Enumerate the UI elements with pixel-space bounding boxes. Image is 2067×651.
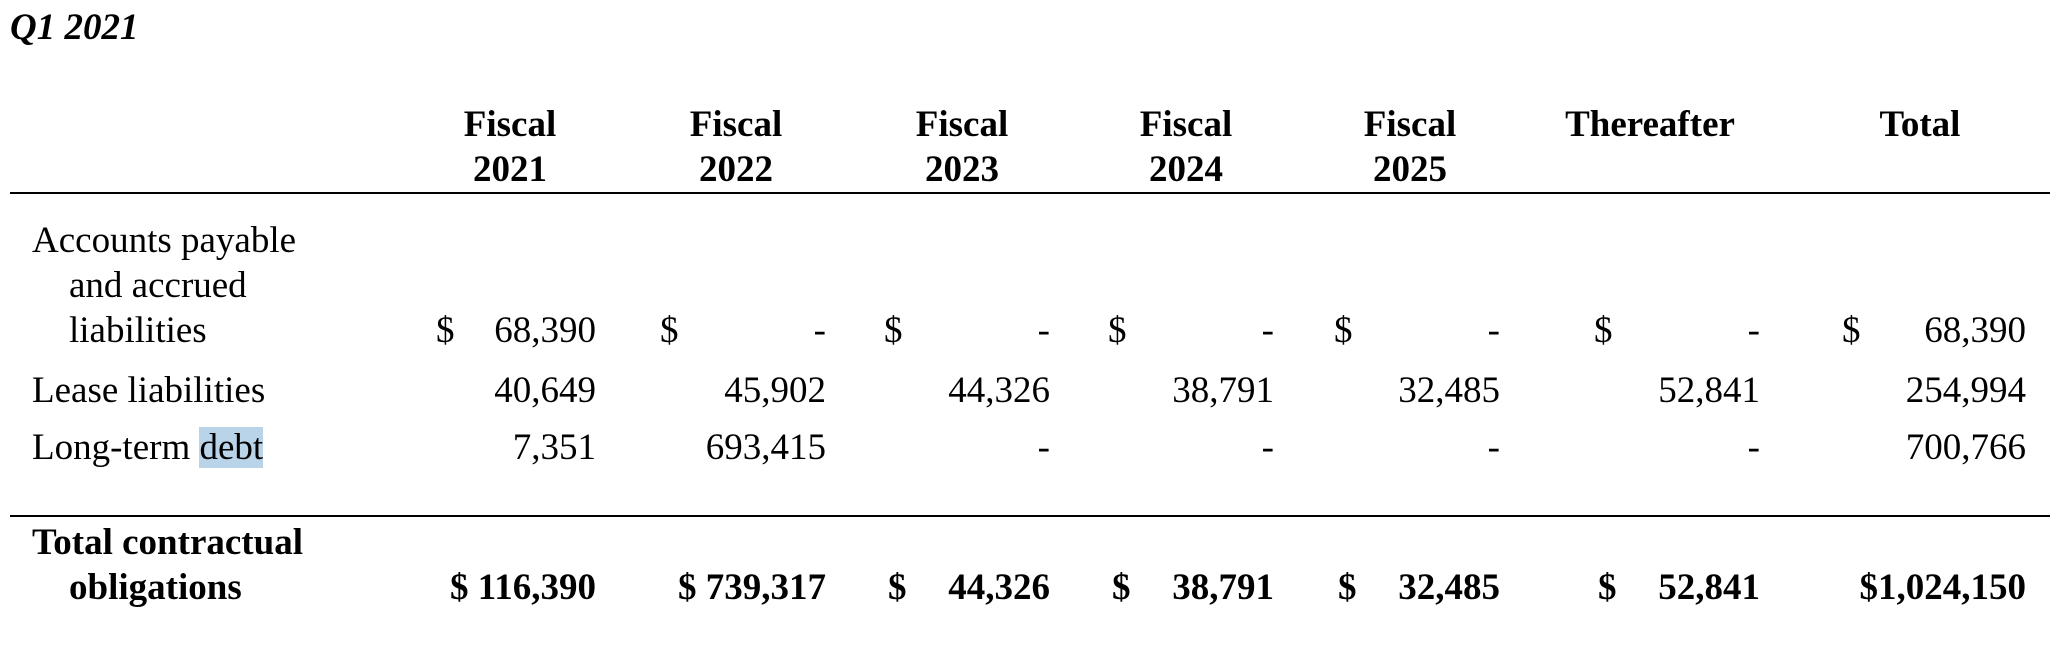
currency-symbol: $ <box>1108 310 1127 351</box>
header-divider <box>10 192 2050 194</box>
total-divider <box>10 515 2050 517</box>
currency-symbol: $ <box>1842 310 1861 351</box>
currency-symbol: $ <box>1598 567 1617 608</box>
cell-long-term-debt-2022: 693,415 <box>705 427 826 468</box>
row-label-line: liabilities <box>69 310 207 351</box>
column-header-line1: Thereafter <box>1565 104 1735 145</box>
column-header-line1: Fiscal <box>915 104 1009 145</box>
column-header-line1: Fiscal <box>1139 104 1233 145</box>
column-header-line2: 2025 <box>1373 149 1447 190</box>
cell-long-term-debt-2025: - <box>1487 427 1500 468</box>
cell-long-term-debt-thereafter: - <box>1747 427 1760 468</box>
cell-lease-liabilities-total: 254,994 <box>1905 370 2026 411</box>
column-header-fiscal-2025: Fiscal 2025 <box>1340 102 1480 192</box>
currency-symbol: $ <box>1338 567 1357 608</box>
row-label-lease-liabilities: Lease liabilities <box>32 370 266 411</box>
cell-accounts-payable-2025: - <box>1487 310 1500 351</box>
column-header-fiscal-2022: Fiscal 2022 <box>666 102 806 192</box>
row-label-line: Accounts payable <box>32 220 297 261</box>
cell-lease-liabilities-2023: 44,326 <box>948 370 1050 411</box>
column-header-line1: Fiscal <box>463 104 557 145</box>
cell-lease-liabilities-thereafter: 52,841 <box>1658 370 1760 411</box>
column-header-line1: Fiscal <box>689 104 783 145</box>
column-header-line2: 2022 <box>699 149 773 190</box>
cell-long-term-debt-total: 700,766 <box>1905 427 2026 468</box>
column-header-total: Total <box>1850 102 1990 147</box>
cell-accounts-payable-total: 68,390 <box>1924 310 2026 351</box>
column-header-line2: 2024 <box>1149 149 1223 190</box>
row-label-text: Long-term <box>32 427 200 468</box>
row-label-total-obligations: Total contractual obligations <box>32 520 303 610</box>
currency-symbol: $ <box>1594 310 1613 351</box>
cell-total-2023: 44,326 <box>948 567 1050 608</box>
cell-long-term-debt-2021: 7,351 <box>512 427 596 468</box>
row-label-line: and accrued <box>69 265 247 306</box>
column-header-line1: Total <box>1879 104 1961 145</box>
currency-symbol: $ <box>884 310 903 351</box>
column-header-fiscal-2023: Fiscal 2023 <box>892 102 1032 192</box>
column-header-fiscal-2024: Fiscal 2024 <box>1116 102 1256 192</box>
cell-lease-liabilities-2021: 40,649 <box>494 370 596 411</box>
search-highlight: debt <box>199 427 264 468</box>
column-header-line2: 2021 <box>473 149 547 190</box>
cell-total-2022: $ 739,317 <box>678 567 826 608</box>
currency-symbol: $ <box>660 310 679 351</box>
cell-long-term-debt-2023: - <box>1037 427 1050 468</box>
currency-symbol: $ <box>888 567 907 608</box>
column-header-thereafter: Thereafter <box>1540 102 1760 147</box>
cell-total-total: $1,024,150 <box>1859 567 2027 608</box>
currency-symbol: $ <box>1334 310 1353 351</box>
cell-total-2024: 38,791 <box>1172 567 1274 608</box>
cell-accounts-payable-thereafter: - <box>1747 310 1760 351</box>
cell-total-2021: $ 116,390 <box>450 567 596 608</box>
cell-lease-liabilities-2024: 38,791 <box>1172 370 1274 411</box>
row-label-line: obligations <box>69 567 242 608</box>
cell-lease-liabilities-2022: 45,902 <box>724 370 826 411</box>
currency-symbol: $ <box>436 310 455 351</box>
cell-accounts-payable-2021: 68,390 <box>494 310 596 351</box>
row-label-long-term-debt: Long-term debt <box>32 425 264 470</box>
currency-symbol: $ <box>1112 567 1131 608</box>
column-header-fiscal-2021: Fiscal 2021 <box>440 102 580 192</box>
column-header-line1: Fiscal <box>1363 104 1457 145</box>
cell-total-2025: 32,485 <box>1398 567 1500 608</box>
cell-long-term-debt-2024: - <box>1261 427 1274 468</box>
cell-lease-liabilities-2025: 32,485 <box>1398 370 1500 411</box>
column-header-line2: 2023 <box>925 149 999 190</box>
cell-accounts-payable-2023: - <box>1037 310 1050 351</box>
row-label-accounts-payable: Accounts payable and accrued liabilities <box>32 218 296 353</box>
cell-accounts-payable-2022: - <box>813 310 826 351</box>
row-label-line: Total contractual <box>32 522 303 563</box>
cell-accounts-payable-2024: - <box>1261 310 1274 351</box>
page-title: Q1 2021 <box>10 7 139 48</box>
cell-total-thereafter: 52,841 <box>1658 567 1760 608</box>
